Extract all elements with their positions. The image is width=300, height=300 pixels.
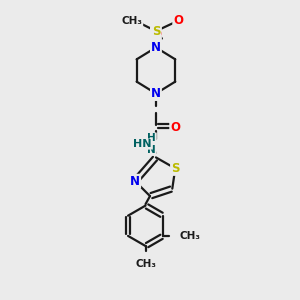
Text: CH₃: CH₃ (135, 260, 156, 269)
Text: N: N (130, 175, 140, 188)
Text: O: O (151, 28, 161, 40)
Text: O: O (170, 121, 180, 134)
Text: CH₃: CH₃ (122, 16, 143, 26)
Text: HN: HN (133, 139, 152, 149)
Text: CH₃: CH₃ (179, 231, 200, 241)
Text: S: S (152, 25, 160, 38)
Text: H
N: H N (147, 133, 156, 155)
Text: N: N (151, 87, 161, 100)
Text: S: S (171, 162, 179, 175)
Text: N: N (151, 41, 161, 54)
Text: O: O (173, 14, 183, 27)
